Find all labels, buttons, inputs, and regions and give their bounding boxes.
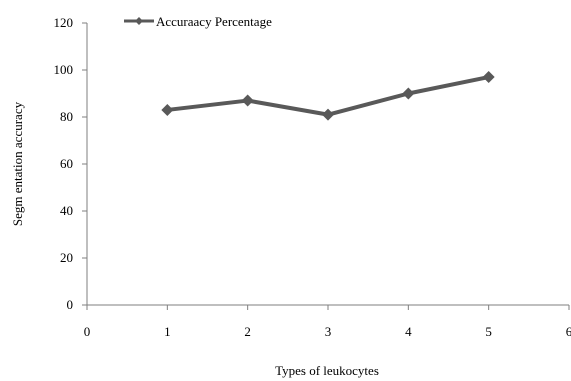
x-axis-title: Types of leukocytes [275, 363, 379, 378]
y-axis-title: Segm entation accuracy [10, 101, 25, 226]
y-tick-label: 20 [60, 250, 73, 265]
x-tick-label: 5 [485, 324, 492, 339]
x-tick-label: 4 [405, 324, 412, 339]
x-tick-label: 0 [84, 324, 91, 339]
x-tick-label: 6 [566, 324, 571, 339]
x-tick-label: 3 [325, 324, 332, 339]
x-tick-label: 1 [164, 324, 171, 339]
x-axis-ticks: 0 1 2 3 4 5 6 [84, 305, 571, 339]
legend: Accuraacy Percentage [124, 14, 272, 29]
y-tick-label: 60 [60, 156, 73, 171]
y-axis-ticks: 0 20 40 60 80 100 120 [54, 15, 87, 312]
y-tick-label: 100 [54, 62, 74, 77]
y-tick-label: 0 [67, 297, 74, 312]
legend-label: Accuraacy Percentage [156, 14, 272, 29]
axes [86, 23, 569, 306]
y-tick-label: 120 [54, 15, 74, 30]
data-point-marker [241, 94, 254, 107]
legend-marker-diamond [135, 17, 143, 25]
x-tick-label: 2 [244, 324, 251, 339]
y-tick-label: 40 [60, 203, 73, 218]
data-point-marker [482, 71, 495, 84]
y-tick-label: 80 [60, 109, 73, 124]
data-point-marker [322, 108, 334, 121]
series-group [161, 71, 495, 121]
data-point-marker [402, 87, 415, 100]
data-point-marker [161, 103, 174, 116]
